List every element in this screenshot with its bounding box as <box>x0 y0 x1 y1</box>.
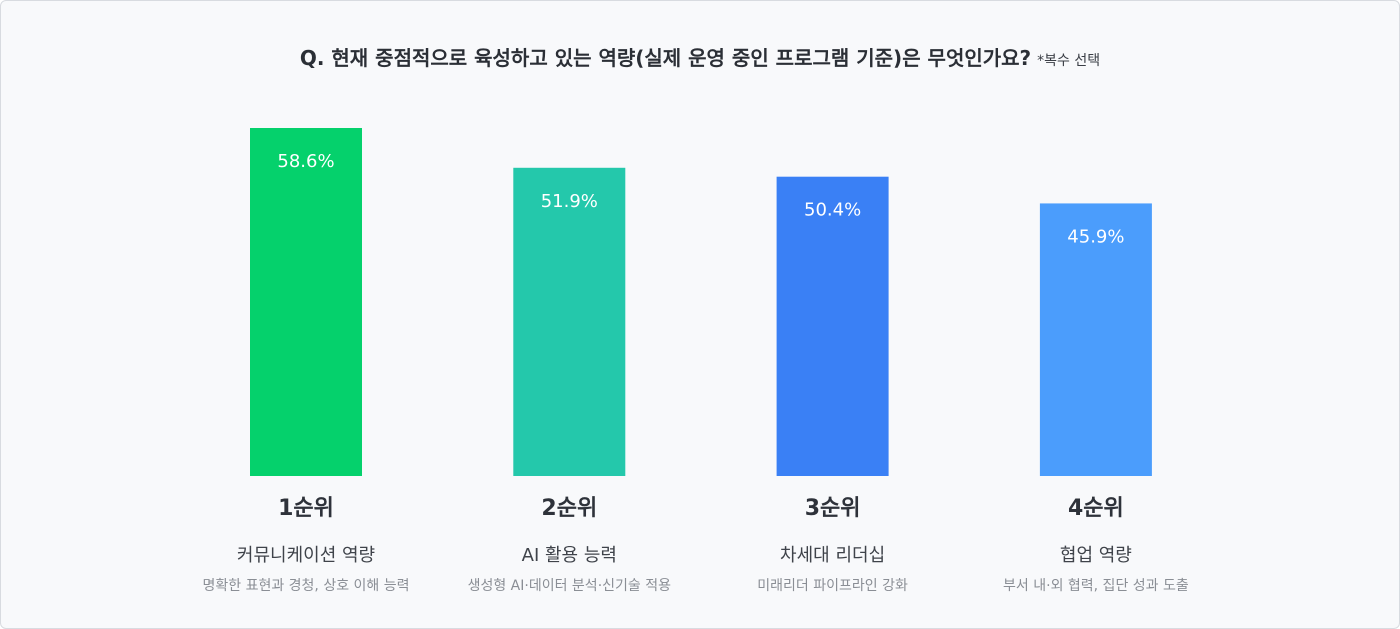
category-description: 생성형 AI·데이터 분석·신기술 적용 <box>468 578 672 594</box>
chart-title: Q. 현재 중점적으로 육성하고 있는 역량(실제 운영 중인 프로그램 기준)… <box>299 46 1032 70</box>
rank-label: 3순위 <box>805 496 861 521</box>
category-description: 명확한 표현과 경청, 상호 이해 능력 <box>202 578 409 594</box>
bar <box>250 128 362 476</box>
bar <box>1039 203 1152 476</box>
category-name: 커뮤니케이션 역량 <box>237 545 375 566</box>
value-label: 51.9% <box>541 191 598 212</box>
chart-subtitle: *복수 선택 <box>1037 53 1101 69</box>
rank-label: 1순위 <box>278 496 334 521</box>
category-name: AI 활용 능력 <box>522 545 617 566</box>
category-name: 협업 역량 <box>1060 545 1132 566</box>
value-label: 58.6% <box>277 151 334 172</box>
value-label: 50.4% <box>804 200 861 221</box>
rank-label: 4순위 <box>1068 496 1124 521</box>
bar <box>776 176 889 477</box>
category-description: 부서 내·외 협력, 집단 성과 도출 <box>1003 578 1189 594</box>
rank-label: 2순위 <box>541 496 597 521</box>
category-description: 미래리더 파이프라인 강화 <box>757 578 908 594</box>
bar <box>513 167 626 476</box>
chart-header: Q. 현재 중점적으로 육성하고 있는 역량(실제 운영 중인 프로그램 기준)… <box>0 42 1400 71</box>
value-label: 45.9% <box>1067 226 1124 247</box>
category-name: 차세대 리더십 <box>780 545 885 566</box>
